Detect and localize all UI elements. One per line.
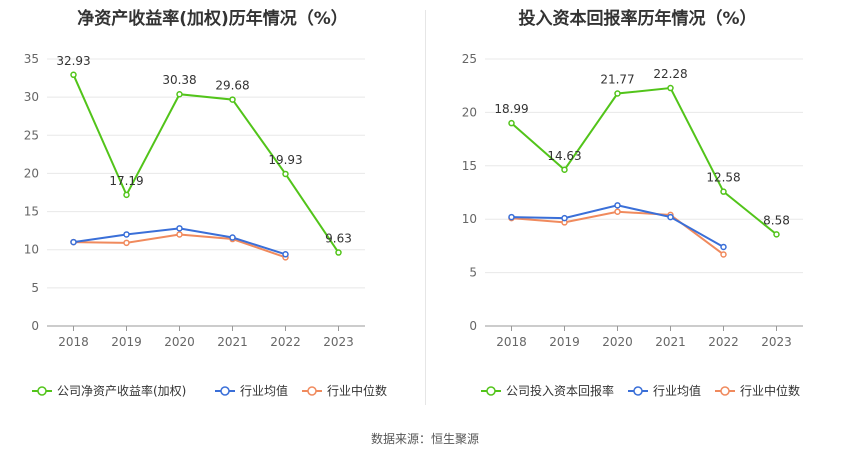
data-point [176, 231, 183, 238]
x-tick-label: 2020 [164, 335, 195, 349]
roic-chart-panel: 投入资本回报率历年情况（%） 0 5 10 15 20 25 2018 2019 2020 202… [425, 0, 850, 420]
data-point [508, 119, 515, 127]
data-point [614, 208, 621, 215]
data-label: 9.63 [325, 232, 352, 246]
data-point [667, 84, 674, 92]
x-tick-label: 2020 [602, 335, 633, 349]
legend-label: 行业均值 [653, 383, 701, 398]
data-point [282, 251, 289, 258]
data-point [614, 202, 621, 209]
legend-marker [37, 386, 47, 396]
y-tick-label: 20 [24, 166, 39, 180]
data-label: 32.93 [56, 54, 90, 68]
chart-title: 投入资本回报率历年情况（%） [518, 9, 757, 29]
y-tick-label: 25 [24, 128, 39, 142]
data-label: 19.93 [268, 153, 302, 167]
y-tick-label: 15 [24, 205, 39, 219]
y-tick-label: 30 [24, 90, 39, 104]
y-tick-label: 10 [462, 212, 477, 226]
data-point [508, 213, 515, 221]
legend-label: 行业均值 [240, 383, 288, 398]
legend-marker [307, 386, 317, 396]
legend-label: 行业中位数 [740, 383, 800, 398]
data-point [229, 234, 236, 241]
data-label: 12.58 [706, 171, 740, 185]
y-tick-label: 5 [469, 266, 477, 280]
data-point [282, 170, 289, 178]
x-tick-label: 2021 [655, 335, 686, 349]
x-tick-label: 2019 [549, 335, 580, 349]
legend-marker [220, 386, 230, 396]
panel-divider [425, 10, 426, 405]
data-point [667, 213, 674, 221]
legend-item: 行业中位数 [302, 383, 387, 398]
data-label: 21.77 [600, 72, 634, 86]
roe-line-chart: 0 5 10 15 20 25 30 35 2018 2019 2020 2021 2022 2023 32… [24, 52, 387, 398]
data-point [773, 231, 780, 238]
data-point [561, 214, 568, 222]
y-tick-label: 0 [31, 319, 39, 333]
x-tick-label: 2021 [217, 335, 248, 349]
x-tick-label: 2022 [270, 335, 301, 349]
legend-item: 行业中位数 [715, 383, 800, 398]
data-label: 14.63 [547, 149, 581, 163]
y-tick-label: 0 [469, 319, 477, 333]
series-line [510, 86, 778, 236]
legend-label: 公司投入资本回报率 [506, 383, 614, 398]
data-point [561, 166, 568, 174]
legend-marker [486, 386, 496, 396]
y-tick-label: 5 [31, 281, 39, 295]
legend-item: 公司净资产收益率(加权) [32, 383, 186, 398]
x-tick-label: 2023 [323, 335, 354, 349]
chart-title: 净资产收益率(加权)历年情况（%） [77, 9, 348, 29]
data-label: 18.99 [494, 102, 528, 116]
legend-label: 公司净资产收益率(加权) [57, 383, 186, 398]
data-point [70, 71, 77, 79]
x-tick-label: 2018 [496, 335, 527, 349]
data-label: 8.58 [763, 213, 790, 227]
data-point [335, 249, 342, 256]
data-point [614, 90, 621, 97]
data-point [720, 188, 727, 195]
series-line [72, 74, 340, 254]
legend-marker [720, 386, 730, 396]
y-tick-label: 15 [462, 159, 477, 173]
x-tick-label: 2023 [761, 335, 792, 349]
data-label: 30.38 [162, 73, 196, 87]
data-point [229, 96, 236, 103]
data-point [70, 238, 77, 246]
data-label: 17.19 [109, 174, 143, 188]
data-label: 22.28 [653, 67, 687, 81]
y-tick-label: 20 [462, 105, 477, 119]
legend-item: 公司投入资本回报率 [481, 383, 614, 398]
data-point [720, 251, 727, 258]
x-tick-label: 2022 [708, 335, 739, 349]
data-label: 29.68 [215, 79, 249, 93]
legend-item: 行业均值 [215, 383, 288, 398]
data-source-note: 数据来源：恒生聚源 [370, 432, 479, 446]
legend-label: 行业中位数 [327, 383, 387, 398]
y-tick-label: 10 [24, 243, 39, 257]
x-tick-label: 2018 [58, 335, 89, 349]
data-point [123, 231, 130, 238]
data-point [720, 243, 727, 251]
roe-chart-panel: 净资产收益率(加权)历年情况（%） 0 5 10 15 20 25 30 35 2018 2019… [0, 0, 425, 420]
x-tick-label: 2019 [111, 335, 142, 349]
legend-item: 行业均值 [628, 383, 701, 398]
roic-line-chart: 0 5 10 15 20 25 2018 2019 2020 2021 2022 2023 18.99 1… [462, 52, 803, 398]
data-point [123, 239, 130, 247]
y-tick-label: 35 [24, 52, 39, 66]
data-point [176, 225, 183, 232]
data-point [176, 90, 183, 98]
y-tick-label: 25 [462, 52, 477, 66]
data-point [123, 191, 130, 199]
legend-marker [633, 386, 643, 396]
